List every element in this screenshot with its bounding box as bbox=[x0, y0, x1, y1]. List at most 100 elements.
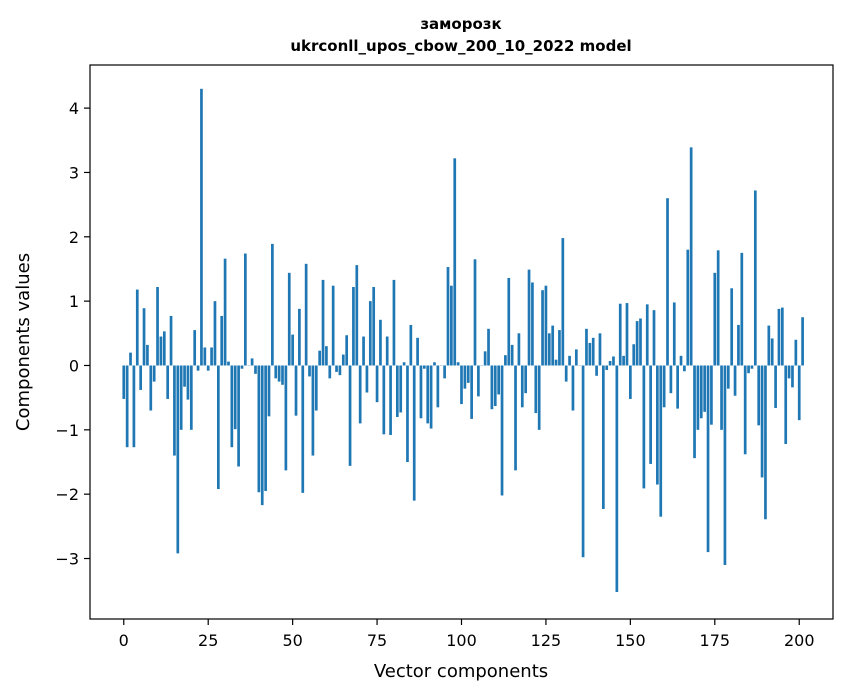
bar bbox=[233, 365, 237, 430]
bar bbox=[122, 365, 126, 399]
bar bbox=[220, 315, 224, 366]
bar bbox=[595, 365, 598, 376]
bar bbox=[152, 365, 156, 382]
bar bbox=[686, 249, 690, 366]
bar bbox=[135, 289, 139, 366]
bar bbox=[294, 365, 298, 416]
bar bbox=[672, 302, 676, 366]
bar bbox=[642, 365, 646, 489]
bar bbox=[706, 365, 710, 553]
bar bbox=[574, 349, 578, 366]
bar bbox=[770, 338, 774, 366]
bar bbox=[362, 336, 365, 366]
bar bbox=[260, 365, 264, 506]
bar bbox=[547, 333, 551, 366]
bar bbox=[591, 337, 595, 366]
bar bbox=[412, 365, 416, 501]
y-tick-label: 1 bbox=[69, 292, 79, 311]
bar bbox=[156, 286, 159, 366]
bar bbox=[162, 331, 166, 366]
bar bbox=[514, 365, 517, 471]
bar bbox=[747, 365, 750, 374]
bar bbox=[635, 321, 639, 366]
bar bbox=[453, 158, 457, 366]
bar bbox=[318, 350, 321, 366]
bar bbox=[385, 336, 389, 366]
bar bbox=[622, 355, 625, 366]
bar bbox=[206, 365, 210, 371]
bar bbox=[689, 147, 693, 366]
bar bbox=[473, 259, 477, 366]
bar bbox=[699, 365, 703, 419]
bar bbox=[669, 365, 673, 394]
bar bbox=[423, 365, 426, 369]
y-tick-label: −3 bbox=[55, 550, 79, 569]
bar bbox=[375, 365, 379, 403]
bar bbox=[618, 303, 622, 366]
bar bbox=[395, 365, 399, 417]
bar bbox=[436, 365, 440, 408]
bar bbox=[794, 339, 798, 366]
bar bbox=[625, 303, 629, 366]
bar bbox=[203, 347, 207, 366]
bar bbox=[666, 198, 669, 366]
bar bbox=[406, 365, 409, 463]
bar bbox=[267, 365, 271, 417]
bar bbox=[348, 365, 352, 466]
bar bbox=[517, 333, 521, 366]
bar bbox=[753, 190, 757, 366]
bar bbox=[240, 365, 244, 369]
bar bbox=[632, 344, 636, 366]
bar bbox=[601, 365, 605, 509]
bar bbox=[608, 360, 612, 366]
bar bbox=[801, 317, 804, 366]
bar bbox=[497, 365, 500, 395]
bar bbox=[639, 318, 642, 366]
bar bbox=[132, 365, 136, 448]
bar bbox=[716, 250, 720, 366]
bar bbox=[463, 365, 467, 389]
bar bbox=[166, 365, 170, 399]
bar bbox=[284, 365, 288, 471]
bar bbox=[787, 365, 791, 379]
bar bbox=[186, 365, 190, 400]
bar bbox=[483, 351, 487, 366]
bar bbox=[227, 361, 230, 366]
bar bbox=[200, 88, 203, 366]
bar bbox=[352, 286, 355, 366]
bar bbox=[277, 365, 281, 382]
y-tick-label: 4 bbox=[69, 99, 79, 118]
bar bbox=[760, 365, 764, 478]
bar bbox=[331, 285, 335, 366]
bar bbox=[743, 365, 747, 455]
x-tick-label: 150 bbox=[615, 631, 646, 650]
bar bbox=[713, 272, 717, 366]
bar bbox=[392, 279, 396, 366]
bar bbox=[446, 267, 450, 366]
bar bbox=[470, 365, 473, 419]
bar bbox=[585, 328, 588, 366]
bar bbox=[659, 365, 663, 517]
bar bbox=[129, 352, 132, 366]
bar bbox=[520, 365, 524, 408]
x-tick-label: 175 bbox=[700, 631, 731, 650]
bar bbox=[551, 325, 555, 366]
bar bbox=[757, 365, 761, 426]
bar bbox=[791, 365, 794, 388]
bar bbox=[308, 365, 311, 377]
bar bbox=[693, 365, 696, 459]
bar bbox=[564, 365, 568, 382]
bar bbox=[561, 238, 565, 366]
y-tick-label: 2 bbox=[69, 228, 79, 247]
bar bbox=[301, 365, 305, 493]
bar bbox=[504, 355, 507, 366]
bar bbox=[534, 365, 538, 414]
bar bbox=[402, 362, 406, 366]
bar bbox=[784, 365, 788, 444]
bar bbox=[750, 365, 754, 369]
y-tick-label: 3 bbox=[69, 163, 79, 182]
bar bbox=[358, 365, 362, 424]
bar bbox=[541, 290, 544, 366]
bar bbox=[527, 269, 531, 366]
bar bbox=[389, 365, 392, 435]
